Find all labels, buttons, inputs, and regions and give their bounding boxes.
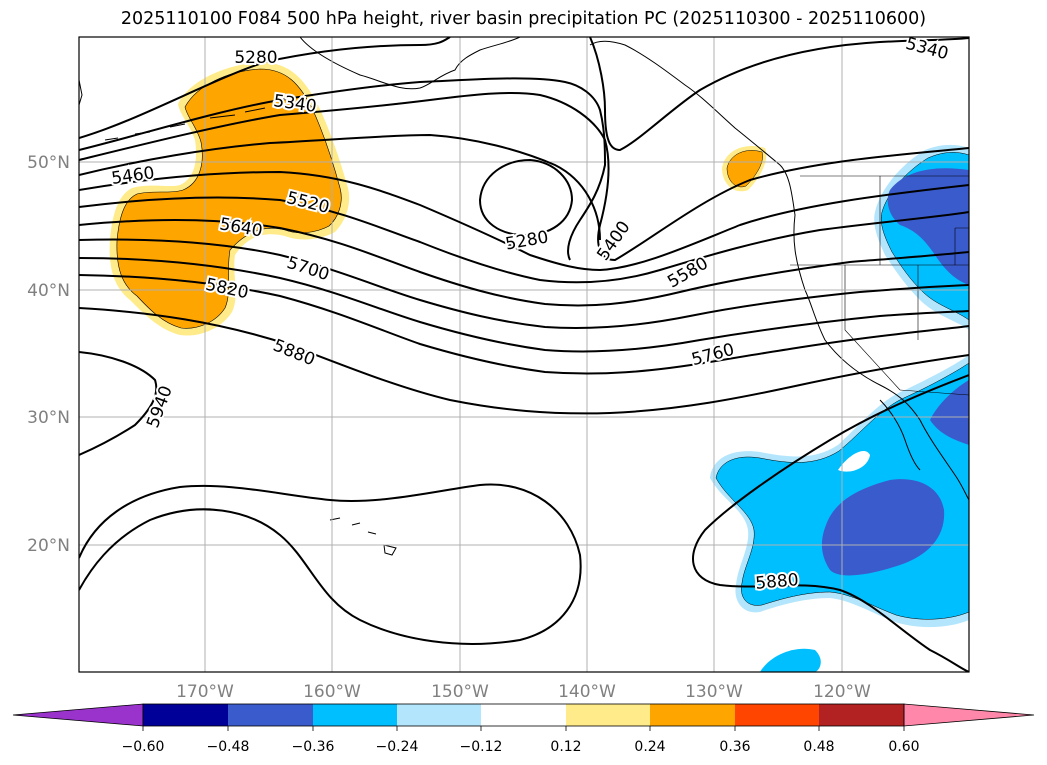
contour-5880-subtropical-high (79, 483, 582, 645)
colorbar-bin (397, 704, 481, 726)
colorbar-bin (735, 704, 819, 726)
colorbar-bin (650, 704, 735, 726)
coastline-na-west (589, 40, 969, 501)
contour-5340-west (79, 77, 607, 261)
lat-label: 40°N (27, 281, 70, 301)
contour-5340-east (589, 37, 969, 152)
colorbar-tick-labels: −0.60 −0.48 −0.36 −0.24 −0.12 0.12 0.24 … (122, 739, 920, 755)
longitude-labels: 170°W 160°W 150°W 140°W 130°W 120°W (176, 682, 871, 702)
colorbar-tick-label: 0.60 (888, 739, 919, 755)
colorbar-bin (566, 704, 650, 726)
latitude-labels: 50°N 40°N 30°N 20°N (27, 153, 70, 556)
colorbar-tick-label: 0.36 (719, 739, 750, 755)
contour-5280-north (79, 37, 451, 139)
contour-5880-north (79, 307, 969, 415)
lon-label: 130°W (685, 682, 743, 702)
colorbar-tick-label: 0.12 (550, 739, 581, 755)
lon-label: 120°W (813, 682, 871, 702)
gridlines (79, 37, 969, 672)
border-ca-nv (844, 265, 901, 391)
contour-5400 (79, 91, 969, 262)
anomaly-dark (821, 479, 945, 576)
contour-5640 (79, 219, 969, 307)
hawaiian-islands (329, 517, 397, 556)
colorbar-tick-label: 0.24 (634, 739, 665, 755)
lat-label: 20°N (27, 536, 70, 556)
colorbar-bin (228, 704, 313, 726)
lon-label: 160°W (303, 682, 361, 702)
colorbar-tick-label: −0.24 (376, 739, 419, 755)
contour-5760 (79, 257, 969, 353)
contour-label: 5880 (755, 570, 800, 594)
map-panel: 5280 5340 5340 5460 5520 5640 5700 5820 … (78, 36, 970, 673)
colorbar-tick-label: −0.12 (460, 739, 503, 755)
lon-label: 140°W (558, 682, 616, 702)
colorbar-tick-label: −0.60 (122, 739, 165, 755)
contour-5700 (79, 238, 969, 329)
contour-5280-low (478, 158, 574, 237)
height-contours (79, 37, 969, 672)
anomaly-core (726, 150, 763, 188)
anomaly-core (116, 68, 342, 329)
border-us-mexico (899, 389, 969, 396)
colorbar-tick-label: −0.36 (292, 739, 335, 755)
coastline-baja (879, 399, 921, 471)
anomaly-dark (930, 380, 969, 445)
contour-5460 (79, 133, 601, 241)
anomaly-gap (838, 450, 870, 472)
colorbar-under-arrow (12, 703, 144, 727)
colorbar: −0.60 −0.48 −0.36 −0.24 −0.12 0.12 0.24 … (12, 703, 1035, 755)
lat-label: 50°N (27, 153, 70, 173)
lon-label: 150°W (431, 682, 489, 702)
colorbar-bin (819, 704, 904, 726)
colorbar-bin (143, 704, 228, 726)
positive-precip-anomaly-coast (722, 146, 767, 192)
contour-5520 (79, 170, 969, 272)
contour-5880-east (692, 374, 969, 672)
contour-5940 (79, 351, 158, 456)
map-frame (78, 36, 970, 673)
border-id-mt (954, 227, 969, 265)
colorbar-over-arrow (903, 703, 1035, 727)
positive-precip-anomaly-west (109, 62, 350, 336)
colorbar-tick-label: 0.48 (803, 739, 834, 755)
contour-5580 (79, 196, 969, 284)
lat-label: 30°N (27, 408, 70, 428)
coastline-kamchatka (79, 79, 83, 106)
contour-label: 5280 (234, 48, 277, 68)
lon-label: 170°W (176, 682, 234, 702)
colorbar-bin (481, 704, 566, 726)
negative-precip-anomaly-northeast (874, 144, 969, 330)
map-title: 2025110100 F084 500 hPa height, river ba… (120, 9, 927, 29)
contour-5820 (79, 274, 969, 375)
colorbar-bin (313, 704, 397, 726)
colorbar-frame (142, 703, 905, 727)
colorbar-tick-label: −0.48 (207, 739, 250, 755)
colorbar-ticks (142, 726, 905, 731)
anomaly-dark (887, 168, 969, 285)
anomaly-mid (760, 648, 821, 672)
political-borders (790, 175, 969, 396)
